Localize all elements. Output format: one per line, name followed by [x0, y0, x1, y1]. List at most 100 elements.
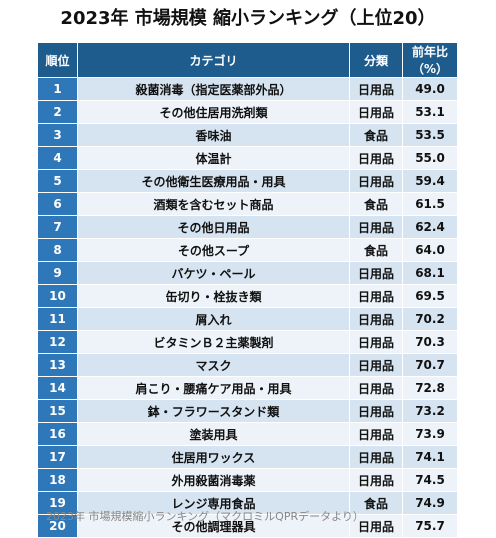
- ratio-cell: 73.9: [402, 422, 458, 446]
- category-cell: ビタミンＢ２主薬製剤: [77, 330, 350, 354]
- rank-cell: 13: [37, 353, 78, 377]
- classification-cell: 日用品: [349, 77, 403, 101]
- ratio-cell: 70.7: [402, 353, 458, 377]
- classification-cell: 日用品: [349, 284, 403, 308]
- classification-cell: 日用品: [349, 376, 403, 400]
- category-cell: その他衛生医療用品・用具: [77, 169, 350, 193]
- rank-cell: 14: [37, 376, 78, 400]
- table-row: 8 その他スープ 食品 64.0: [37, 238, 458, 262]
- image-caption: 2023年 市場規模縮小ランキング（マクロミルQPRデータより）: [46, 510, 364, 523]
- ratio-cell: 74.5: [402, 468, 458, 492]
- header-ratio: 前年比（%）: [402, 42, 458, 78]
- header-classification: 分類: [349, 42, 403, 78]
- table-row: 7 その他日用品 日用品 62.4: [37, 215, 458, 239]
- category-cell: 缶切り・栓抜き類: [77, 284, 350, 308]
- table-row: 1 殺菌消毒（指定医薬部外品） 日用品 49.0: [37, 77, 458, 101]
- ratio-cell: 68.1: [402, 261, 458, 285]
- ratio-cell: 72.8: [402, 376, 458, 400]
- classification-cell: 日用品: [349, 215, 403, 239]
- classification-cell: 食品: [349, 192, 403, 216]
- category-cell: 住居用ワックス: [77, 445, 350, 469]
- table-row: 2 その他住居用洗剤類 日用品 53.1: [37, 100, 458, 124]
- table-row: 13 マスク 日用品 70.7: [37, 353, 458, 377]
- category-cell: 体温計: [77, 146, 350, 170]
- category-cell: バケツ・ペール: [77, 261, 350, 285]
- table-row: 11 屑入れ 日用品 70.2: [37, 307, 458, 331]
- rank-cell: 3: [37, 123, 78, 147]
- classification-cell: 日用品: [349, 307, 403, 331]
- category-cell: その他住居用洗剤類: [77, 100, 350, 124]
- table-row: 5 その他衛生医療用品・用具 日用品 59.4: [37, 169, 458, 193]
- table-row: 14 肩こり・腰痛ケア用品・用具 日用品 72.8: [37, 376, 458, 400]
- classification-cell: 日用品: [349, 100, 403, 124]
- table-row: 15 鉢・フラワースタンド類 日用品 73.2: [37, 399, 458, 423]
- rank-cell: 2: [37, 100, 78, 124]
- category-cell: その他日用品: [77, 215, 350, 239]
- table-row: 10 缶切り・栓抜き類 日用品 69.5: [37, 284, 458, 308]
- category-cell: 酒類を含むセット商品: [77, 192, 350, 216]
- classification-cell: 食品: [349, 123, 403, 147]
- rank-cell: 15: [37, 399, 78, 423]
- classification-cell: 日用品: [349, 445, 403, 469]
- table-row: 9 バケツ・ペール 日用品 68.1: [37, 261, 458, 285]
- ratio-cell: 74.1: [402, 445, 458, 469]
- ratio-cell: 73.2: [402, 399, 458, 423]
- ratio-cell: 75.7: [402, 514, 458, 538]
- table-row: 6 酒類を含むセット商品 食品 61.5: [37, 192, 458, 216]
- rank-cell: 4: [37, 146, 78, 170]
- classification-cell: 日用品: [349, 468, 403, 492]
- classification-cell: 日用品: [349, 353, 403, 377]
- ratio-cell: 53.1: [402, 100, 458, 124]
- table-row: 4 体温計 日用品 55.0: [37, 146, 458, 170]
- classification-cell: 日用品: [349, 399, 403, 423]
- ratio-cell: 49.0: [402, 77, 458, 101]
- ratio-cell: 55.0: [402, 146, 458, 170]
- ratio-cell: 59.4: [402, 169, 458, 193]
- header-category: カテゴリ: [77, 42, 350, 78]
- classification-cell: 日用品: [349, 422, 403, 446]
- rank-cell: 16: [37, 422, 78, 446]
- table-row: 18 外用殺菌消毒薬 日用品 74.5: [37, 468, 458, 492]
- category-cell: マスク: [77, 353, 350, 377]
- rank-cell: 1: [37, 77, 78, 101]
- table-row: 3 香味油 食品 53.5: [37, 123, 458, 147]
- category-cell: 殺菌消毒（指定医薬部外品）: [77, 77, 350, 101]
- table-row: 12 ビタミンＢ２主薬製剤 日用品 70.3: [37, 330, 458, 354]
- classification-cell: 日用品: [349, 330, 403, 354]
- ratio-cell: 74.9: [402, 491, 458, 515]
- rank-cell: 9: [37, 261, 78, 285]
- table-header-row: 順位 カテゴリ 分類 前年比（%）: [37, 42, 458, 78]
- table-row: 16 塗装用具 日用品 73.9: [37, 422, 458, 446]
- classification-cell: 食品: [349, 238, 403, 262]
- table-row: 17 住居用ワックス 日用品 74.1: [37, 445, 458, 469]
- category-cell: 肩こり・腰痛ケア用品・用具: [77, 376, 350, 400]
- category-cell: 香味油: [77, 123, 350, 147]
- rank-cell: 17: [37, 445, 78, 469]
- category-cell: 鉢・フラワースタンド類: [77, 399, 350, 423]
- rank-cell: 11: [37, 307, 78, 331]
- ratio-cell: 64.0: [402, 238, 458, 262]
- ratio-cell: 62.4: [402, 215, 458, 239]
- classification-cell: 日用品: [349, 169, 403, 193]
- rank-cell: 19: [37, 491, 78, 515]
- page-title: 2023年 市場規模 縮小ランキング（上位20）: [60, 8, 436, 29]
- ratio-cell: 61.5: [402, 192, 458, 216]
- rank-cell: 12: [37, 330, 78, 354]
- category-cell: その他スープ: [77, 238, 350, 262]
- classification-cell: 日用品: [349, 146, 403, 170]
- classification-cell: 日用品: [349, 261, 403, 285]
- category-cell: 外用殺菌消毒薬: [77, 468, 350, 492]
- rank-cell: 18: [37, 468, 78, 492]
- ratio-cell: 53.5: [402, 123, 458, 147]
- rank-cell: 10: [37, 284, 78, 308]
- rank-cell: 8: [37, 238, 78, 262]
- rank-cell: 7: [37, 215, 78, 239]
- ranking-table: 順位 カテゴリ 分類 前年比（%） 1 殺菌消毒（指定医薬部外品） 日用品 49.0 2…: [37, 42, 458, 538]
- ratio-cell: 70.2: [402, 307, 458, 331]
- rank-cell: 5: [37, 169, 78, 193]
- table-body: 1 殺菌消毒（指定医薬部外品） 日用品 49.0 2 その他住居用洗剤類 日用品 53.1 3 香…: [37, 77, 458, 538]
- category-cell: 塗装用具: [77, 422, 350, 446]
- ratio-cell: 70.3: [402, 330, 458, 354]
- header-rank: 順位: [37, 42, 78, 78]
- category-cell: 屑入れ: [77, 307, 350, 331]
